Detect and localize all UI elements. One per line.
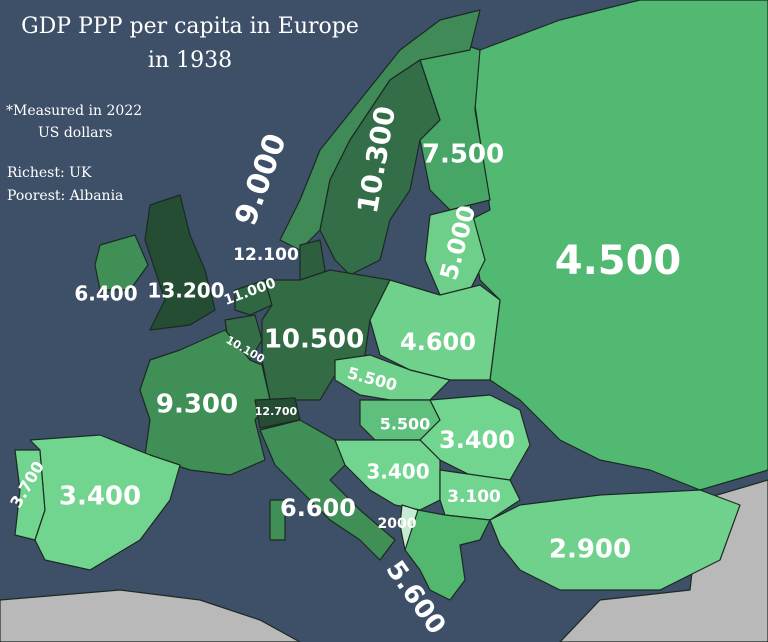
map-title-line2: in 1938 bbox=[147, 48, 233, 73]
value-label-norway: 9.000 bbox=[228, 129, 293, 230]
country-yugoslavia bbox=[329, 439, 441, 511]
value-label-denmark: 12.100 bbox=[233, 245, 299, 265]
value-label-spain: 3.400 bbox=[59, 482, 141, 512]
country-poland bbox=[369, 279, 501, 381]
value-label-switzerland: 12.700 bbox=[255, 405, 298, 418]
country-sardinia bbox=[269, 499, 286, 541]
poorest-note: Poorest: Albania bbox=[7, 188, 124, 204]
value-label-ireland: 6.400 bbox=[74, 282, 137, 306]
country-ireland bbox=[94, 234, 149, 291]
value-label-albania: 2000 bbox=[378, 516, 417, 532]
country-italy bbox=[259, 419, 396, 561]
value-label-poland: 4.600 bbox=[400, 328, 476, 356]
country-uk bbox=[144, 194, 216, 331]
map-title-line1: GDP PPP per capita in Europe bbox=[21, 14, 359, 39]
land-north-africa bbox=[0, 589, 301, 642]
value-label-hungary: 5.500 bbox=[380, 415, 431, 434]
country-spain bbox=[29, 434, 181, 571]
value-label-yugoslavia: 3.400 bbox=[366, 460, 429, 484]
value-label-finland: 7.500 bbox=[422, 140, 504, 170]
value-label-romania: 3.400 bbox=[439, 426, 515, 454]
unit-note-line2: US dollars bbox=[38, 125, 113, 141]
value-label-turkey: 2.900 bbox=[549, 535, 631, 565]
value-label-uk: 13.200 bbox=[147, 279, 224, 303]
richest-note: Richest: UK bbox=[7, 165, 92, 181]
value-label-italy: 6.600 bbox=[280, 494, 356, 522]
value-label-bulgaria: 3.100 bbox=[447, 487, 501, 507]
country-france bbox=[139, 329, 271, 476]
value-label-france: 9.300 bbox=[156, 390, 238, 420]
country-turkey bbox=[489, 489, 741, 591]
unit-note-line1: *Measured in 2022 bbox=[6, 103, 143, 119]
country-greece bbox=[404, 509, 491, 601]
value-label-ussr: 4.500 bbox=[555, 238, 682, 284]
country-netherlands bbox=[234, 279, 273, 316]
value-label-germany: 10.500 bbox=[264, 325, 364, 355]
country-ussr bbox=[469, 0, 768, 491]
